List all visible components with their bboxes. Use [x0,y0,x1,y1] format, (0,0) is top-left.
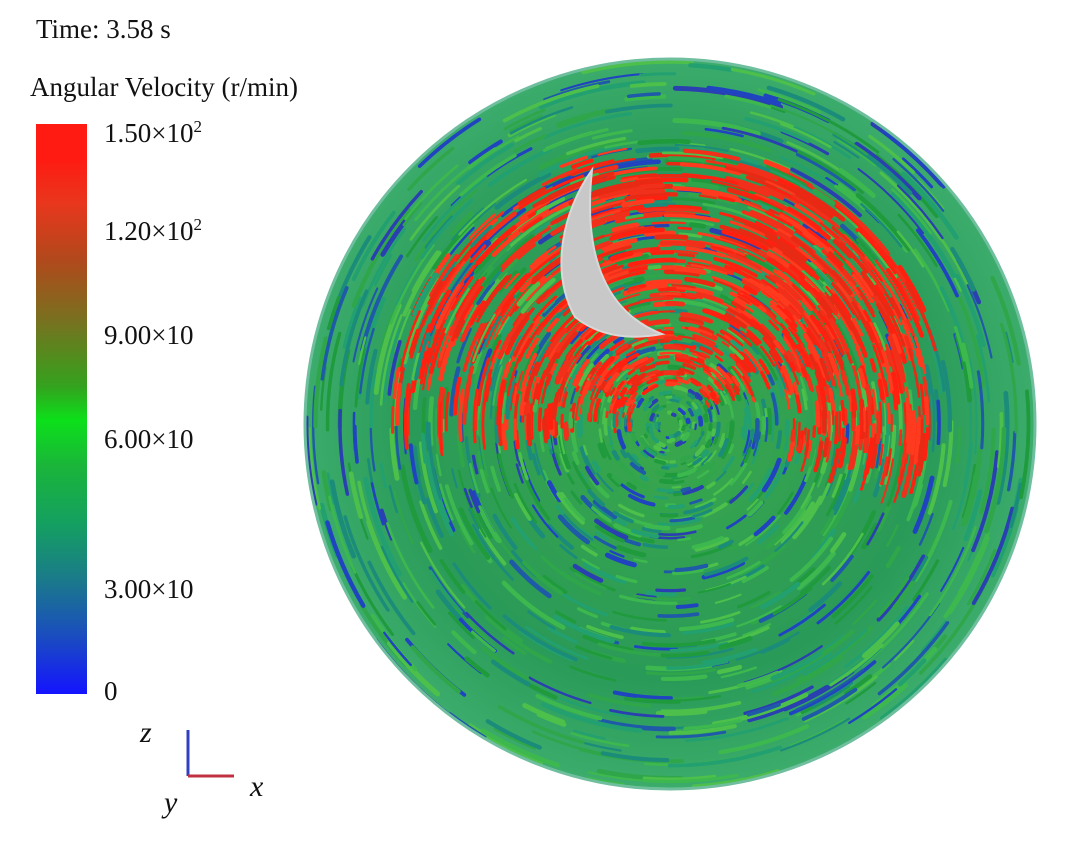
colorbar-tick-30: 3.00×10 [104,574,194,604]
axis-triad-icon [186,730,234,778]
colorbar-tick-120: 1.20×102 [104,215,202,246]
colorbar-tick-90: 9.00×10 [104,320,194,350]
colorbar-tick-max: 1.50×102 [104,117,202,148]
drum-cavity [560,166,666,338]
axis-label-y: y [164,786,178,819]
axis-label-z: z [140,716,152,749]
rotating-drum-simulation [303,57,1037,791]
colorbar-tick-60: 6.00×10 [104,424,194,454]
drum-rim [303,57,1037,791]
axis-label-x: x [250,770,264,803]
time-readout: Time: 3.58 s [36,14,171,44]
colorbar-gradient [36,124,87,694]
colorbar-tick-min: 0 [104,676,118,706]
particle-streaks [305,59,1035,789]
colorbar-title: Angular Velocity (r/min) [30,72,298,102]
